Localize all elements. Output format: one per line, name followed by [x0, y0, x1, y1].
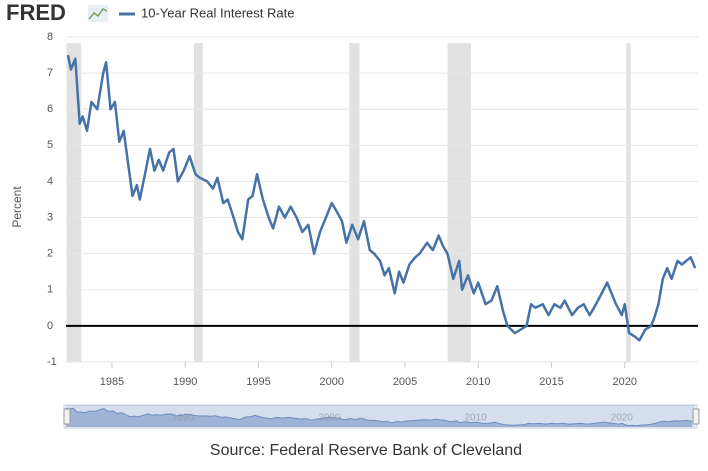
x-tick-label: 2005 [393, 376, 417, 388]
navigator-tick-label: 1990 [172, 413, 195, 424]
navigator-tick-label: 2020 [611, 413, 634, 424]
navigator-area [66, 408, 693, 427]
recession-band [349, 43, 360, 362]
navigator-handle[interactable] [63, 408, 71, 425]
x-tick-label: 2015 [539, 376, 563, 388]
x-tick-label: 2010 [466, 376, 490, 388]
recession-band [447, 43, 471, 362]
navigator-tick-label: 2010 [464, 413, 487, 424]
x-tick-label: 1985 [100, 376, 124, 388]
y-tick-label: -1 [47, 356, 57, 368]
icon-line [88, 8, 108, 20]
y-tick-label: 4 [47, 175, 53, 187]
x-tick-label: 1995 [246, 376, 270, 388]
navigator-handle[interactable] [692, 408, 700, 425]
y-tick-label: 7 [47, 67, 53, 79]
recession-band [626, 43, 631, 362]
navigator-mask [66, 405, 695, 427]
y-tick-label: 5 [47, 139, 53, 151]
recession-band [194, 43, 203, 362]
data-line [66, 54, 697, 342]
navigator-tick-label: 2000 [318, 413, 341, 424]
y-axis-label: Percent [10, 186, 24, 228]
y-tick-label: 8 [47, 31, 53, 43]
recession-band [66, 43, 82, 362]
y-tick-label: 2 [47, 248, 53, 260]
navigator-line [65, 407, 693, 427]
x-tick-label: 2000 [319, 376, 343, 388]
logo: FRED [6, 0, 66, 25]
icon-bg [88, 5, 108, 22]
y-tick-label: 0 [47, 320, 53, 332]
y-tick-label: 6 [47, 103, 53, 115]
y-tick-label: 1 [47, 284, 53, 296]
legend-label: 10-Year Real Interest Rate [141, 5, 294, 20]
logo-icon [88, 5, 108, 22]
x-tick-label: 1990 [173, 376, 197, 388]
x-tick-label: 2020 [613, 376, 637, 388]
source: Source: Federal Reserve Bank of Clevelan… [210, 442, 522, 459]
y-tick-label: 3 [47, 211, 53, 223]
